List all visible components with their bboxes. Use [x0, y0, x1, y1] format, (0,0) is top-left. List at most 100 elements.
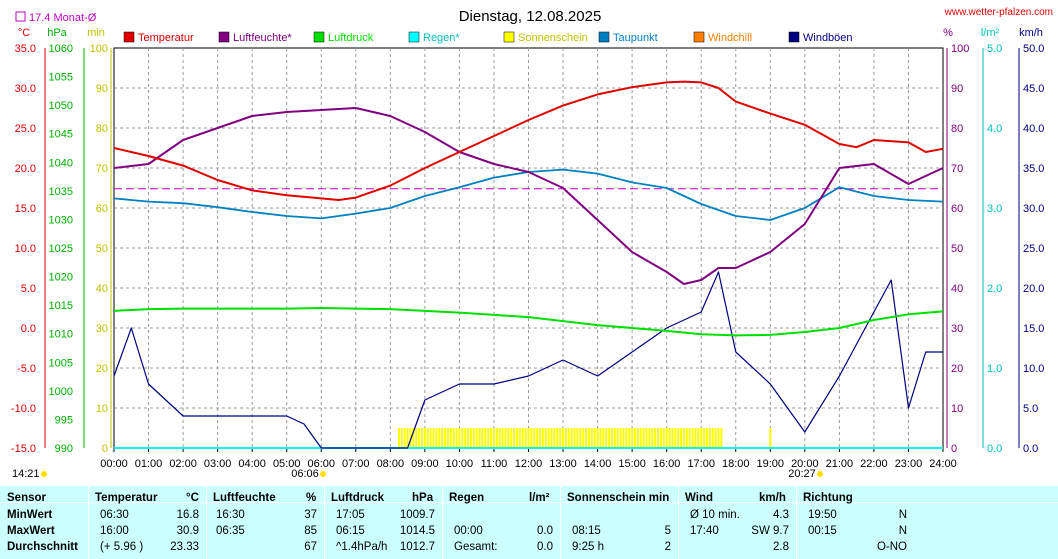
chart-grid — [113, 47, 944, 449]
sunshine-bar — [585, 428, 588, 448]
time-left-sun-icon — [41, 471, 47, 477]
stats-cell-w-time: 17:40 — [690, 525, 719, 537]
temp-tick-label: 5.0 — [21, 283, 36, 295]
sunshine-bar — [397, 428, 400, 448]
sunshine-bar — [475, 428, 478, 448]
temp-unit-label: °C — [18, 27, 30, 39]
sunshine-bar — [490, 428, 493, 448]
x-tick-label: 20:00 — [791, 458, 819, 470]
rain-tick-label: 2.0 — [987, 283, 1002, 295]
legend-label: Taupunkt — [613, 32, 658, 44]
sunshine-bar — [769, 428, 772, 448]
series-luftfeuchte — [113, 107, 944, 285]
legend-label: Temperatur — [138, 32, 194, 44]
chart-axes: °C hPa min% l/m² km/h 35.0 30.0 25.0 20.0 15.0 10.… — [11, 27, 1045, 470]
legend-swatch — [693, 31, 705, 43]
min-tick-label: 30 — [96, 323, 108, 335]
min-tick-label: 60 — [96, 203, 108, 215]
legend-label: Windböen — [803, 32, 853, 44]
sunshine-bar — [596, 428, 599, 448]
sunshine-bar — [582, 428, 585, 448]
stats-cell-h-val: 85 — [304, 525, 317, 537]
weather-chart: °C hPa min% l/m² km/h 35.0 30.0 25.0 20.0 15.0 10.… — [11, 7, 1053, 480]
rain-tick-label: 3.0 — [987, 203, 1002, 215]
sunshine-bar — [478, 428, 481, 448]
press-tick-label: 995 — [55, 414, 73, 426]
sunshine-bar — [541, 428, 544, 448]
sunshine-bar — [680, 428, 683, 448]
legend-label: Luftfeuchte* — [233, 32, 292, 44]
sunshine-bar — [400, 428, 403, 448]
sunshine-bar — [590, 428, 593, 448]
x-tick-label: 18:00 — [722, 458, 750, 470]
sunshine-bar — [510, 428, 513, 448]
header-press: Luftdruck — [331, 492, 385, 504]
stats-divider — [560, 486, 561, 559]
x-tick-label: 15:00 — [618, 458, 646, 470]
wind-tick-label: 0.0 — [1023, 443, 1038, 455]
header-rain-unit: l/m² — [529, 492, 550, 504]
hum-tick-label: 70 — [951, 163, 963, 175]
wind-tick-label: 25.0 — [1023, 243, 1044, 255]
sunshine-bar — [674, 428, 677, 448]
sunshine-bar — [688, 428, 691, 448]
header-dir: Richtung — [803, 492, 853, 504]
header-wind: Wind — [685, 492, 713, 504]
sunshine-bar — [665, 428, 668, 448]
sunshine-bar — [639, 428, 642, 448]
stats-cell-t-time: (+ 5.96 ) — [100, 541, 144, 553]
sunshine-bar — [677, 428, 680, 448]
stats-cell-d-val: N — [898, 509, 907, 521]
sunshine-bar — [619, 428, 622, 448]
x-tick-label: 09:00 — [411, 458, 439, 470]
min-unit-label: min — [87, 27, 105, 39]
x-tick-label: 14:00 — [584, 458, 612, 470]
press-tick-label: 1060 — [49, 43, 73, 55]
header-press-unit: hPa — [412, 492, 434, 504]
legend-swatch — [788, 31, 800, 43]
sunshine-bar — [711, 428, 714, 448]
sunshine-bar — [570, 428, 573, 448]
sunshine-bar — [593, 428, 596, 448]
temp-tick-label: -5.0 — [17, 363, 36, 375]
x-tick-label: 05:00 — [273, 458, 301, 470]
sunshine-bar — [452, 428, 455, 448]
min-tick-label: 80 — [96, 123, 108, 135]
x-tick-label: 16:00 — [653, 458, 681, 470]
sunshine-bar — [700, 428, 703, 448]
wind-tick-label: 45.0 — [1023, 83, 1044, 95]
sunshine-bar — [518, 428, 521, 448]
stats-cell-h-time: 16:30 — [216, 509, 245, 521]
header-sun: Sonnenschein min — [567, 492, 670, 504]
sunshine-bar — [469, 428, 472, 448]
sunshine-bar — [634, 428, 637, 448]
sunshine-bar — [616, 428, 619, 448]
legend-swatch — [598, 31, 610, 43]
legend-label: Windchill — [708, 32, 752, 44]
temp-tick-label: 20.0 — [15, 163, 36, 175]
wind-tick-label: 5.0 — [1023, 403, 1038, 415]
sunshine-bar — [527, 428, 530, 448]
temp-tick-label: -10.0 — [11, 403, 36, 415]
sunshine-bar — [415, 428, 418, 448]
rain-unit-label: l/m² — [981, 27, 1000, 39]
x-tick-label: 04:00 — [238, 458, 266, 470]
stats-cell-label: MaxWert — [7, 525, 55, 537]
sunshine-bar — [720, 428, 723, 448]
stats-cell-w-time: Ø 10 min. — [690, 509, 740, 521]
legend-label: Sonnenschein — [518, 32, 588, 44]
stats-divider — [206, 486, 207, 559]
legend-swatch — [408, 31, 420, 43]
series-luftdruck — [113, 307, 944, 337]
sunshine-bar — [501, 428, 504, 448]
x-tick-label: 01:00 — [135, 458, 163, 470]
site-link[interactable]: www.wetter-pfalzen.com — [944, 7, 1053, 18]
sunshine-bar — [662, 428, 665, 448]
sunshine-bar — [429, 428, 432, 448]
stats-cell-p-val: 1014.5 — [399, 525, 435, 537]
stats-cell-p-time: 06:15 — [336, 525, 365, 537]
sunshine-bar — [691, 428, 694, 448]
wind-tick-label: 35.0 — [1023, 163, 1044, 175]
hum-tick-label: 90 — [951, 83, 963, 95]
press-tick-label: 1015 — [49, 300, 73, 312]
